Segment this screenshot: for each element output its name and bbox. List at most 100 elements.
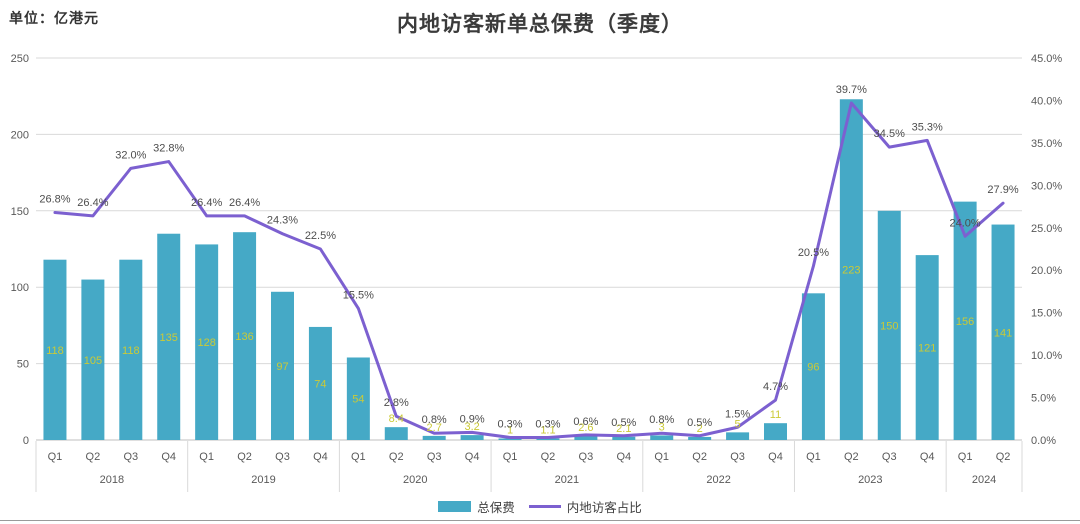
- ratio-point-label: 0.8%: [422, 414, 447, 426]
- right-axis-tick: 25.0%: [1031, 223, 1062, 235]
- premium-bar: [422, 435, 446, 440]
- premium-bar: [650, 435, 674, 440]
- quarter-label: Q3: [427, 451, 442, 463]
- ratio-point-label: 27.9%: [987, 184, 1018, 196]
- ratio-point-label: 0.3%: [535, 418, 560, 430]
- bar-value-label: 121: [918, 343, 936, 355]
- ratio-point-label: 0.9%: [460, 413, 485, 425]
- quarter-label: Q2: [996, 451, 1011, 463]
- ratio-point-label: 26.4%: [191, 197, 222, 209]
- bar-value-label: 118: [46, 345, 64, 357]
- year-label: 2019: [251, 474, 275, 486]
- unit-label: 单位：亿港元: [9, 10, 99, 26]
- ratio-point-label: 1.5%: [725, 408, 750, 420]
- premium-bar: [688, 436, 712, 440]
- line-swatch-icon: [528, 505, 561, 508]
- premium-bar: [195, 244, 219, 440]
- quarter-label: Q2: [86, 451, 101, 463]
- ratio-point-label: 0.8%: [649, 414, 674, 426]
- quarter-label: Q4: [920, 451, 935, 463]
- quarter-label: Q2: [541, 451, 556, 463]
- right-axis-tick: 5.0%: [1031, 393, 1056, 405]
- ratio-point-label: 32.0%: [115, 149, 146, 161]
- ratio-point-label: 24.3%: [267, 215, 298, 227]
- legend: 总保费 内地访客占比: [0, 497, 1080, 516]
- bar-value-label: 2.7: [427, 422, 442, 434]
- premium-bar: [915, 255, 939, 440]
- ratio-point-label: 35.3%: [912, 121, 943, 133]
- quarter-label: Q1: [199, 451, 214, 463]
- year-label: 2022: [706, 474, 730, 486]
- bar-value-label: 150: [880, 320, 898, 332]
- year-label: 2018: [100, 474, 124, 486]
- premium-bar: [233, 232, 257, 440]
- bar-value-label: 97: [276, 361, 288, 373]
- right-axis-tick: 30.0%: [1031, 180, 1062, 192]
- legend-line-label: 内地访客占比: [566, 501, 642, 515]
- quarter-label: Q1: [351, 451, 366, 463]
- premium-bar: [877, 210, 901, 440]
- quarter-label: Q1: [503, 451, 518, 463]
- quarter-label: Q2: [692, 451, 707, 463]
- premium-bar: [764, 423, 787, 440]
- quarter-label: Q2: [237, 451, 252, 463]
- ratio-point-label: 20.5%: [798, 247, 829, 259]
- quarter-label: Q2: [844, 451, 859, 463]
- quarter-label: Q3: [882, 451, 897, 463]
- premium-bar: [498, 438, 522, 440]
- left-axis-tick: 100: [11, 282, 29, 294]
- chart-title: 内地访客新单总保费（季度）: [397, 11, 683, 36]
- ratio-point-label: 26.8%: [39, 193, 70, 205]
- bar-value-label: 8.4: [389, 413, 404, 425]
- year-label: 2024: [972, 474, 996, 486]
- ratio-point-label: 32.8%: [153, 143, 184, 155]
- quarter-label: Q3: [275, 451, 290, 463]
- bar-value-label: 5: [735, 418, 741, 430]
- quarter-label: Q4: [768, 451, 783, 463]
- premium-bar: [271, 291, 294, 440]
- ratio-point-label: 34.5%: [874, 128, 905, 140]
- premium-bar: [43, 259, 67, 440]
- bar-value-label: 1.1: [540, 424, 555, 436]
- quarter-label: Q3: [123, 451, 138, 463]
- year-label: 2021: [555, 474, 579, 486]
- bar-value-label: 136: [235, 331, 253, 343]
- premium-bar: [801, 293, 825, 440]
- premium-bar: [536, 438, 560, 440]
- right-axis-tick: 15.0%: [1031, 308, 1062, 320]
- ratio-point-label: 26.4%: [229, 197, 260, 209]
- premium-bar: [953, 201, 977, 440]
- quarter-label: Q1: [654, 451, 669, 463]
- bar-value-label: 2.6: [578, 422, 593, 434]
- premium-bar: [81, 279, 105, 440]
- premium-bar: [157, 233, 181, 440]
- bar-value-label: 105: [84, 355, 102, 367]
- bar-value-label: 11: [770, 409, 781, 421]
- ratio-point-label: 26.4%: [77, 197, 108, 209]
- bar-value-label: 2.1: [616, 423, 631, 435]
- ratio-point-label: 39.7%: [836, 84, 867, 96]
- premium-bar: [119, 259, 143, 440]
- left-axis-tick: 200: [11, 129, 29, 141]
- premium-bar: [991, 224, 1015, 440]
- quarter-label: Q4: [616, 451, 631, 463]
- premium-bar: [726, 432, 750, 440]
- legend-bar-label: 总保费: [477, 501, 515, 515]
- right-axis-tick: 0.0%: [1031, 435, 1056, 447]
- bar-value-label: 141: [994, 327, 1012, 339]
- ratio-line: [53, 101, 1005, 439]
- bar-value-label: 1: [507, 424, 513, 436]
- quarter-label: Q3: [579, 451, 594, 463]
- ratio-point-label: 2.8%: [384, 397, 409, 409]
- quarter-label: Q4: [161, 451, 176, 463]
- left-axis-tick: 0: [23, 435, 29, 447]
- right-axis-tick: 10.0%: [1031, 350, 1062, 362]
- ratio-point-label: 0.5%: [611, 417, 636, 429]
- quarter-label: Q1: [806, 451, 821, 463]
- year-label: 2023: [858, 474, 882, 486]
- premium-bar: [384, 427, 408, 440]
- bar-swatch-icon: [438, 501, 472, 512]
- premium-bar: [308, 326, 332, 440]
- right-axis-tick: 45.0%: [1031, 53, 1062, 65]
- bottom-divider: [0, 520, 1080, 521]
